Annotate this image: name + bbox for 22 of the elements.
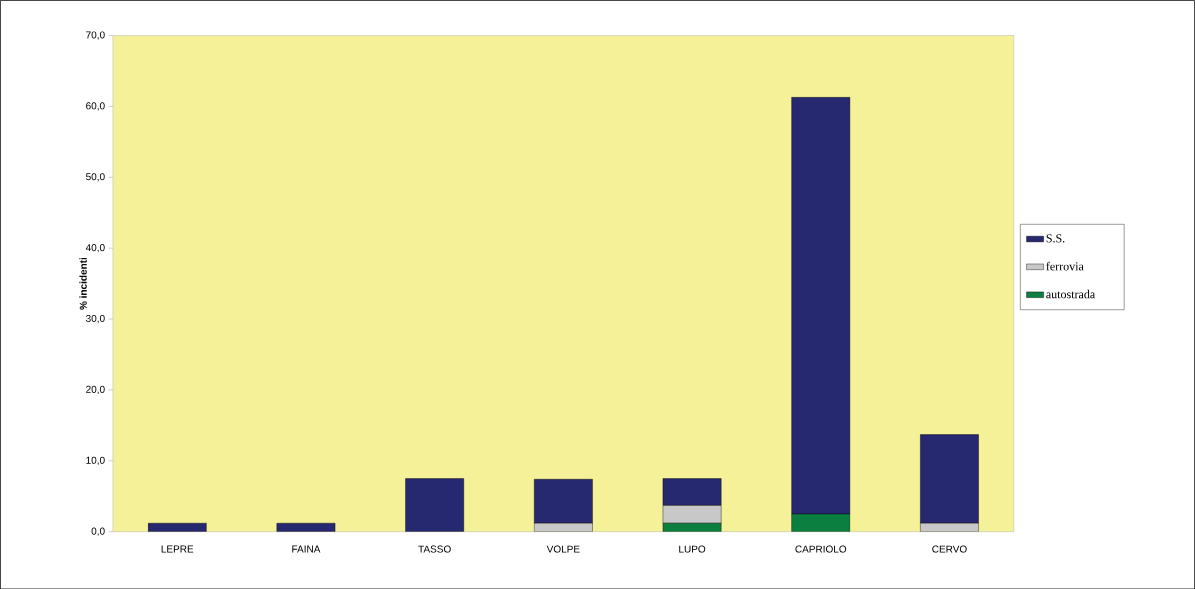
x-tick-label: CAPRIOLO	[795, 545, 847, 553]
bar	[405, 478, 464, 532]
x-tick-label: LEPRE	[161, 545, 194, 553]
y-axis-title: % incidenti	[79, 257, 87, 310]
legend-label: autostrada	[1046, 289, 1096, 299]
x-tick-label: FAINA	[292, 545, 321, 553]
y-tick-label: 60,0	[86, 102, 105, 111]
y-tick-label: 0,0	[91, 527, 105, 536]
bar	[276, 522, 336, 532]
y-tick-label: 30,0	[85, 314, 105, 324]
y-tick-label: 40,0	[85, 243, 105, 253]
x-tick-label: VOLPE	[546, 545, 580, 553]
y-tick-label: 20,0	[86, 385, 105, 394]
bar	[147, 522, 207, 532]
x-tick-label: TASSO	[418, 545, 451, 553]
x-tick-label: LUPO	[679, 545, 706, 553]
legend-label: S.S.	[1046, 234, 1065, 243]
legend-label: ferrovia	[1046, 261, 1084, 271]
y-tick-label: 70,0	[86, 31, 105, 40]
y-tick-label: 50,0	[86, 173, 105, 182]
y-tick-label: 10,0	[86, 456, 105, 465]
x-tick-label: CERVO	[932, 545, 967, 553]
